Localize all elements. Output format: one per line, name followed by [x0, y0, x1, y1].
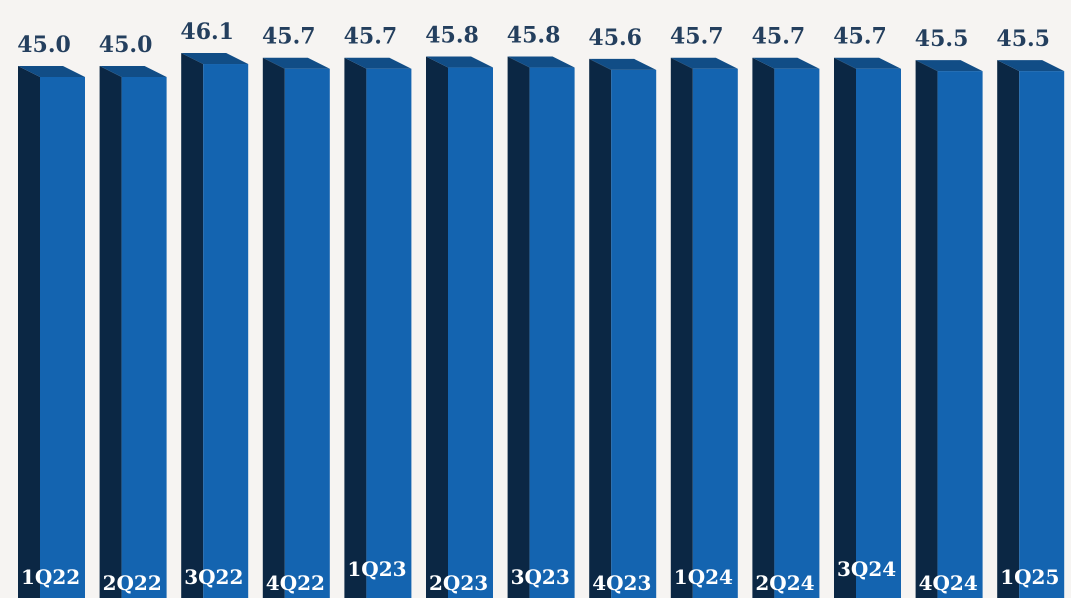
- bar-side-face: [997, 60, 1020, 598]
- bar-top-face: [752, 57, 820, 69]
- category-label: 1Q25: [1000, 565, 1059, 589]
- bar-top-face: [18, 66, 85, 77]
- bar-top-face: [426, 56, 493, 68]
- category-label: 1Q24: [674, 565, 733, 589]
- bar-top-face: [262, 57, 330, 69]
- category-label: 3Q22: [184, 565, 243, 589]
- category-label: 2Q23: [429, 571, 488, 595]
- bar: [507, 56, 575, 598]
- bar-side-face: [834, 57, 856, 598]
- bar-side-face: [181, 53, 204, 598]
- bars-layer: [18, 53, 1065, 598]
- bar-side-face: [589, 58, 612, 598]
- bar-front-face: [203, 64, 249, 598]
- value-label: 45.0: [17, 32, 71, 58]
- bar-front-face: [856, 68, 901, 598]
- bar-side-face: [18, 66, 40, 598]
- bar-side-face: [915, 60, 938, 598]
- bar-side-face: [752, 57, 775, 598]
- category-label: 4Q22: [266, 571, 325, 595]
- bar-side-face: [670, 57, 693, 598]
- value-label: 45.6: [588, 25, 642, 51]
- bar: [915, 60, 983, 598]
- category-label: 4Q24: [919, 571, 978, 595]
- bar-top-face: [507, 56, 575, 68]
- bar: [670, 57, 738, 598]
- bar-front-face: [692, 68, 738, 598]
- value-label: 45.8: [425, 23, 479, 49]
- value-label: 45.7: [344, 24, 398, 50]
- bar-side-face: [262, 57, 285, 598]
- value-label: 45.8: [507, 23, 561, 49]
- value-label: 45.7: [833, 24, 887, 50]
- bar-side-face: [507, 56, 530, 598]
- bar-top-face: [99, 66, 167, 77]
- labels-layer: 45.0 1Q22 45.0 2Q22 46.1 3Q22 45.7 4Q22 45.7 1Q23…: [17, 19, 1059, 595]
- category-label: 2Q22: [103, 571, 162, 595]
- bar: [589, 58, 657, 598]
- bar-front-face: [774, 68, 820, 598]
- value-label: 45.7: [752, 24, 806, 50]
- bar-top-face: [915, 60, 983, 72]
- bar-front-face: [937, 71, 983, 598]
- bar-front-face: [1019, 71, 1065, 598]
- bar: [426, 56, 493, 598]
- category-label: 2Q24: [755, 571, 814, 595]
- bar-front-face: [284, 68, 330, 598]
- bar: [18, 66, 85, 598]
- value-label: 45.0: [99, 32, 153, 58]
- value-label: 46.1: [180, 19, 234, 45]
- bar: [997, 60, 1065, 598]
- category-label: 3Q23: [511, 565, 570, 589]
- value-label: 45.7: [262, 24, 316, 50]
- bar: [752, 57, 820, 598]
- bar-side-face: [426, 56, 448, 598]
- bar: [262, 57, 330, 598]
- bar-top-face: [344, 57, 412, 69]
- bar-side-face: [99, 66, 122, 598]
- bar-front-face: [611, 69, 657, 598]
- bar-top-face: [589, 58, 657, 70]
- bar-front-face: [529, 67, 575, 598]
- bar-front-face: [121, 77, 167, 598]
- value-label: 45.7: [670, 24, 724, 50]
- bar: [181, 53, 249, 598]
- category-label: 1Q22: [21, 565, 80, 589]
- category-label: 3Q24: [837, 557, 896, 581]
- bar: [344, 57, 412, 598]
- bar-top-face: [997, 60, 1065, 72]
- value-label: 45.5: [996, 26, 1050, 52]
- bar-side-face: [344, 57, 367, 598]
- bar-top-face: [670, 57, 738, 69]
- bar-front-face: [448, 67, 493, 598]
- bar-top-face: [181, 53, 249, 65]
- bar-front-face: [366, 68, 412, 598]
- category-label: 4Q23: [592, 571, 651, 595]
- value-label: 45.5: [915, 26, 969, 52]
- bar-top-face: [834, 57, 901, 69]
- bar: [99, 66, 167, 598]
- bar-front-face: [40, 77, 85, 598]
- bar: [834, 57, 901, 598]
- category-label: 1Q23: [347, 557, 406, 581]
